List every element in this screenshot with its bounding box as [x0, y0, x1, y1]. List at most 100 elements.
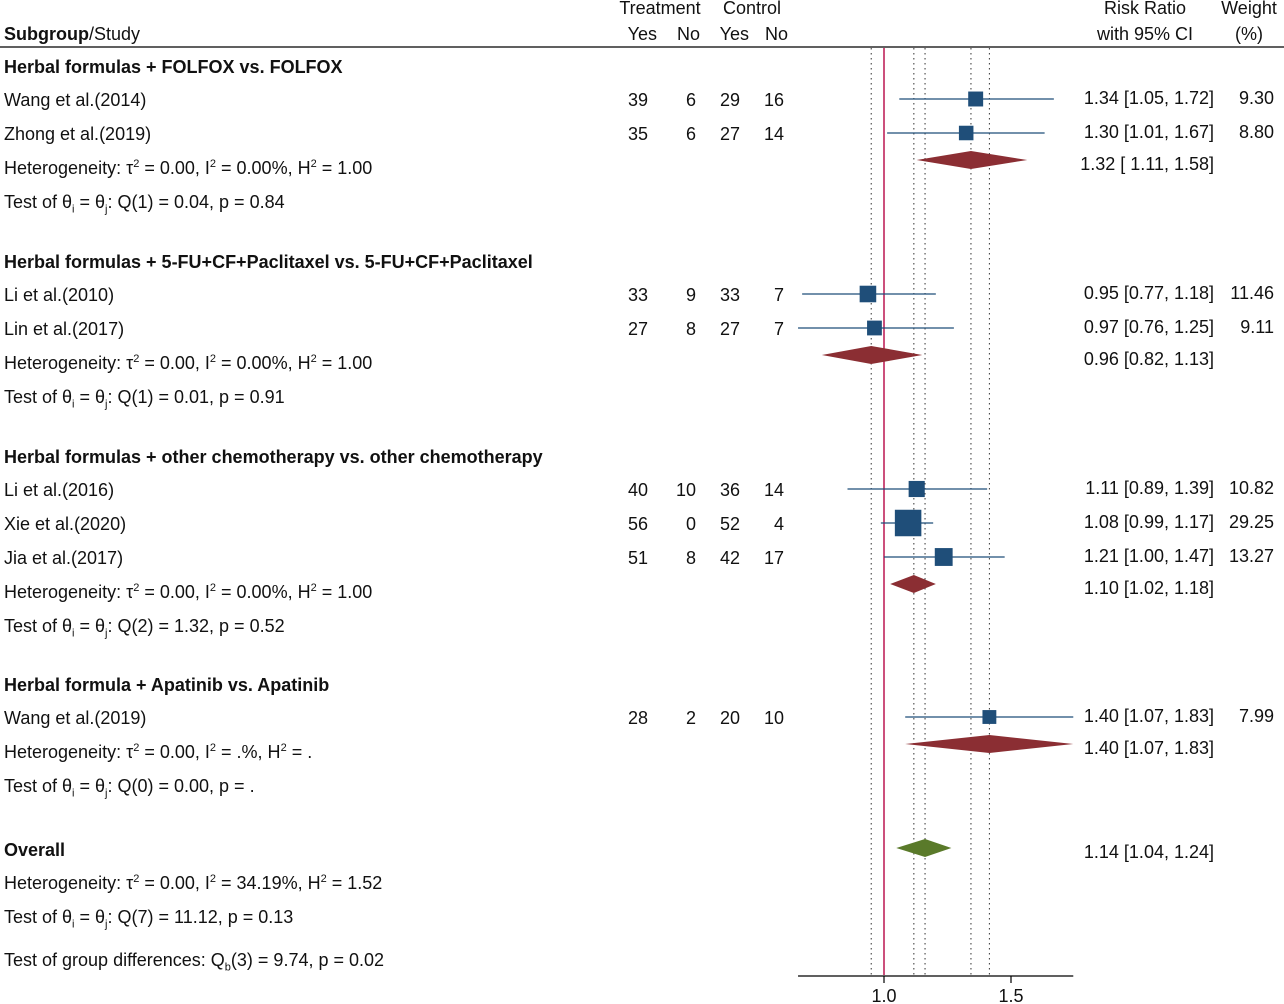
control-yes-value: 52: [719, 514, 740, 534]
study-square: [982, 710, 997, 724]
study-weight: 10.82: [1228, 478, 1274, 498]
study-weight: 9.30: [1238, 88, 1274, 108]
overall-label: Overall: [4, 840, 66, 860]
control-yes-value: 33: [719, 285, 740, 305]
study-rr-ci: 0.95 [0.77, 1.18]: [1083, 283, 1214, 303]
treatment-no-value: 8: [685, 548, 696, 568]
study-weight: 11.46: [1230, 283, 1274, 303]
study-rr-ci: 1.11 [0.89, 1.39]: [1085, 478, 1214, 498]
control-yes-value: 20: [719, 708, 740, 728]
subgroup-diamond: [890, 575, 936, 593]
subgroup-title: Herbal formulas + FOLFOX vs. FOLFOX: [4, 57, 343, 77]
treatment-no-header: No: [676, 24, 700, 44]
study-weight: 9.11: [1240, 317, 1274, 337]
control-yes-value: 27: [719, 124, 740, 144]
subgroup-rr-ci: 1.32 [ 1.11, 1.58]: [1080, 154, 1214, 174]
control-no-value: 7: [773, 285, 784, 305]
heterogeneity-stats: Heterogeneity: τ2 = 0.00, I2 = 0.00%, H2…: [4, 158, 373, 178]
weight-header: Weight: [1221, 0, 1277, 18]
treatment-no-value: 6: [685, 124, 696, 144]
treatment-no-value: 6: [685, 90, 696, 110]
subgroup-study-header: Subgroup/Study: [4, 24, 141, 44]
subgroup-title: Herbal formulas + other chemotherapy vs.…: [4, 447, 543, 467]
overall-diamond: [896, 839, 952, 857]
x-axis-tick-label: 1.5: [998, 986, 1023, 1004]
treatment-no-value: 10: [675, 480, 696, 500]
study-name: Zhong et al.(2019): [4, 124, 152, 144]
treatment-yes-header: Yes: [627, 24, 657, 44]
study-square: [894, 509, 922, 537]
homogeneity-test: Test of θi = θj: Q(1) = 0.01, p = 0.91: [4, 387, 285, 411]
treatment-yes-value: 51: [627, 548, 648, 568]
subgroup-diamond: [905, 735, 1074, 753]
treatment-yes-value: 35: [627, 124, 648, 144]
homogeneity-test: Test of θi = θj: Q(2) = 1.32, p = 0.52: [4, 616, 285, 640]
control-no-value: 14: [763, 480, 784, 500]
homogeneity-test: Test of θi = θj: Q(0) = 0.00, p = .: [4, 776, 255, 800]
control-yes-value: 29: [719, 90, 740, 110]
treatment-yes-value: 39: [627, 90, 648, 110]
study-square: [934, 548, 953, 566]
treatment-yes-value: 28: [627, 708, 648, 728]
study-square: [859, 285, 877, 303]
control-no-value: 7: [773, 319, 784, 339]
study-rr-ci: 1.34 [1.05, 1.72]: [1083, 88, 1214, 108]
control-no-value: 10: [763, 708, 784, 728]
heterogeneity-stats: Heterogeneity: τ2 = 0.00, I2 = 0.00%, H2…: [4, 582, 373, 602]
study-weight: 13.27: [1228, 546, 1274, 566]
subgroup-title: Herbal formula + Apatinib vs. Apatinib: [4, 675, 330, 695]
study-name: Xie et al.(2020): [4, 514, 127, 534]
heterogeneity-stats: Heterogeneity: τ2 = 0.00, I2 = 0.00%, H2…: [4, 353, 373, 373]
study-square: [908, 480, 925, 498]
control-no-value: 16: [763, 90, 784, 110]
x-axis-tick-label: 1.0: [871, 986, 896, 1004]
study-rr-ci: 0.97 [0.76, 1.25]: [1083, 317, 1214, 337]
control-no-value: 4: [773, 514, 784, 534]
control-yes-value: 36: [719, 480, 740, 500]
ci-header: with 95% CI: [1096, 24, 1194, 44]
study-rr-ci: 1.40 [1.07, 1.83]: [1083, 706, 1214, 726]
treatment-no-value: 2: [685, 708, 696, 728]
study-name: Li et al.(2016): [4, 480, 115, 500]
homogeneity-test: Test of θi = θj: Q(1) = 0.04, p = 0.84: [4, 192, 285, 216]
group-differences-test: Test of group differences: Qb(3) = 9.74,…: [4, 950, 385, 974]
treatment-yes-value: 27: [627, 319, 648, 339]
treatment-no-value: 9: [685, 285, 696, 305]
treatment-no-value: 8: [685, 319, 696, 339]
treatment-yes-value: 33: [627, 285, 648, 305]
treatment-no-value: 0: [685, 514, 696, 534]
risk-ratio-header: Risk Ratio: [1103, 0, 1187, 18]
treatment-yes-value: 56: [627, 514, 648, 534]
study-rr-ci: 1.21 [1.00, 1.47]: [1083, 546, 1214, 566]
study-name: Li et al.(2010): [4, 285, 115, 305]
control-yes-header: Yes: [719, 24, 749, 44]
subgroup-title: Herbal formulas + 5-FU+CF+Paclitaxel vs.…: [4, 252, 533, 272]
control-no-value: 14: [763, 124, 784, 144]
study-square: [867, 320, 882, 336]
study-name: Wang et al.(2019): [4, 708, 147, 728]
control-no-value: 17: [763, 548, 784, 568]
subgroup-diamond: [821, 346, 923, 364]
weight-unit-header: (%): [1235, 24, 1263, 44]
treatment-yes-value: 40: [627, 480, 648, 500]
overall-homogeneity-test: Test of θi = θj: Q(7) = 11.12, p = 0.13: [4, 907, 294, 931]
heterogeneity-stats: Heterogeneity: τ2 = 0.00, I2 = .%, H2 = …: [4, 742, 313, 762]
overall-heterogeneity: Heterogeneity: τ2 = 0.00, I2 = 34.19%, H…: [4, 873, 383, 893]
overall-rr-ci: 1.14 [1.04, 1.24]: [1083, 842, 1214, 862]
treatment-header: Treatment: [619, 0, 701, 18]
study-name: Lin et al.(2017): [4, 319, 125, 339]
study-square: [958, 125, 974, 141]
subgroup-rr-ci: 1.40 [1.07, 1.83]: [1083, 738, 1214, 758]
control-header: Control: [722, 0, 782, 18]
study-name: Jia et al.(2017): [4, 548, 124, 568]
study-weight: 7.99: [1238, 706, 1274, 726]
subgroup-rr-ci: 0.96 [0.82, 1.13]: [1083, 349, 1214, 369]
study-name: Wang et al.(2014): [4, 90, 147, 110]
control-no-header: No: [764, 24, 788, 44]
study-square: [968, 91, 984, 107]
study-weight: 29.25: [1228, 512, 1274, 532]
subgroup-diamond: [916, 151, 1028, 169]
study-rr-ci: 1.08 [0.99, 1.17]: [1083, 512, 1214, 532]
control-yes-value: 27: [719, 319, 740, 339]
